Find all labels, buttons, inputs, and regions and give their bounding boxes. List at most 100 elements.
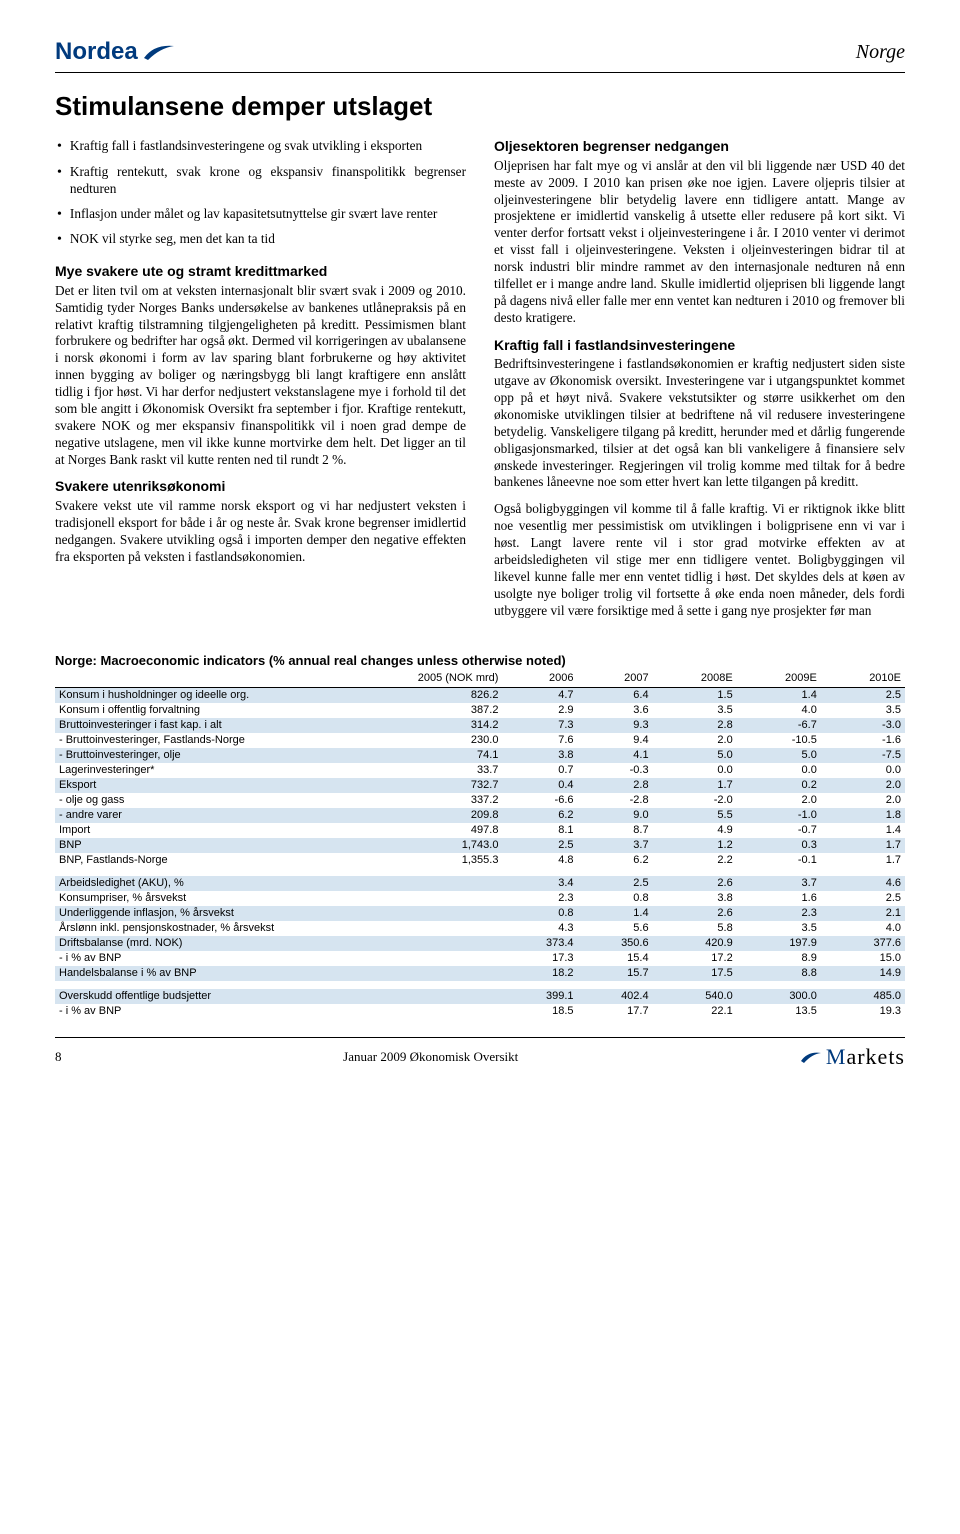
table-cell: 18.2 (502, 966, 577, 981)
footer-right: Markets (800, 1044, 905, 1070)
table-cell: -0.1 (737, 853, 821, 868)
table-cell: 5.6 (578, 921, 653, 936)
page: Nordea Norge Stimulansene demper utslage… (0, 0, 960, 1100)
bullet-item: Inflasjon under målet og lav kapasitetsu… (55, 206, 466, 224)
body-columns: Kraftig fall i fastlandsinvesteringene o… (55, 138, 905, 629)
table-cell: 732.7 (315, 778, 502, 793)
table-cell: 540.0 (653, 989, 737, 1004)
table-cell: 2.8 (653, 718, 737, 733)
table-cell: 399.1 (502, 989, 577, 1004)
table-cell (315, 921, 502, 936)
table-cell: Import (55, 823, 315, 838)
table-cell: 0.8 (502, 906, 577, 921)
table-cell: 17.7 (578, 1004, 653, 1019)
table-cell: 4.7 (502, 687, 577, 703)
table-cell: 1.7 (653, 778, 737, 793)
table-cell: 5.5 (653, 808, 737, 823)
logo-text: Nordea (55, 38, 138, 66)
table-cell: 2.0 (821, 793, 905, 808)
table-row: - Bruttoinvesteringer, olje74.13.84.15.0… (55, 748, 905, 763)
table-row: Konsumpriser, % årsvekst2.30.83.81.62.5 (55, 891, 905, 906)
table-cell: Underliggende inflasjon, % årsvekst (55, 906, 315, 921)
page-footer: 8 Januar 2009 Økonomisk Oversikt Markets (55, 1037, 905, 1070)
table-row: Overskudd offentlige budsjetter 399.1402.… (55, 989, 905, 1004)
table-cell: 3.5 (821, 703, 905, 718)
logo-swoosh-icon (142, 42, 176, 62)
table-cell: 74.1 (315, 748, 502, 763)
table-row: Import497.88.18.74.9-0.71.4 (55, 823, 905, 838)
table-cell: Konsumpriser, % årsvekst (55, 891, 315, 906)
bullet-item: Kraftig fall i fastlandsinvesteringene o… (55, 138, 466, 156)
table-row: Årslønn inkl. pensjonskostnader, % årsve… (55, 921, 905, 936)
table-cell: 1,355.3 (315, 853, 502, 868)
table-cell: 2.1 (821, 906, 905, 921)
table-cell: 337.2 (315, 793, 502, 808)
right-column: Oljesektoren begrenser nedgangen Oljepri… (494, 138, 905, 629)
table-cell: 1.4 (821, 823, 905, 838)
table-cell: 2.5 (578, 876, 653, 891)
table-row: Eksport732.70.42.81.70.22.0 (55, 778, 905, 793)
table-cell: 6.2 (502, 808, 577, 823)
table-cell: -3.0 (821, 718, 905, 733)
table-cell: 2.5 (821, 687, 905, 703)
table-cell: 2.8 (578, 778, 653, 793)
table-cell: 350.6 (578, 936, 653, 951)
macro-indicators-table: 2005 (NOK mrd) 2006 2007 2008E 2009E 201… (55, 670, 905, 1019)
table-cell: 8.8 (737, 966, 821, 981)
table-cell (315, 1004, 502, 1019)
table-cell (315, 906, 502, 921)
paragraph: Oljeprisen har falt mye og vi anslår at … (494, 158, 905, 327)
table-cell: - i % av BNP (55, 951, 315, 966)
table-cell: 1.7 (821, 838, 905, 853)
table-cell: 0.2 (737, 778, 821, 793)
table-cell (315, 966, 502, 981)
table-cell: -1.0 (737, 808, 821, 823)
table-cell: -1.6 (821, 733, 905, 748)
section-heading: Kraftig fall i fastlandsinvesteringene (494, 337, 905, 355)
col-header: 2008E (653, 670, 737, 687)
table-cell (315, 876, 502, 891)
table-cell: -10.5 (737, 733, 821, 748)
table-cell: 1.5 (653, 687, 737, 703)
table-title: Norge: Macroeconomic indicators (% annua… (55, 653, 905, 668)
table-row: Konsum i husholdninger og ideelle org.82… (55, 687, 905, 703)
bullet-item: Kraftig rentekutt, svak krone og ekspans… (55, 164, 466, 198)
table-cell: - andre varer (55, 808, 315, 823)
table-cell: 387.2 (315, 703, 502, 718)
table-cell: 1.2 (653, 838, 737, 853)
table-row: Konsum i offentlig forvaltning387.22.93.… (55, 703, 905, 718)
table-cell: 3.7 (737, 876, 821, 891)
table-cell: 6.2 (578, 853, 653, 868)
markets-logo: Markets (826, 1044, 905, 1070)
table-cell: 4.3 (502, 921, 577, 936)
table-cell: Konsum i husholdninger og ideelle org. (55, 687, 315, 703)
table-row: Driftsbalanse (mrd. NOK)373.4350.6420.91… (55, 936, 905, 951)
table-cell: 9.4 (578, 733, 653, 748)
table-cell: 3.8 (502, 748, 577, 763)
table-cell: 1.8 (821, 808, 905, 823)
table-cell: 5.8 (653, 921, 737, 936)
table-cell: 2.0 (653, 733, 737, 748)
table-cell: 420.9 (653, 936, 737, 951)
table-row: - olje og gass337.2-6.6-2.8-2.02.02.0 (55, 793, 905, 808)
table-cell: 209.8 (315, 808, 502, 823)
table-cell: 197.9 (737, 936, 821, 951)
table-cell (315, 951, 502, 966)
table-cell: -0.7 (737, 823, 821, 838)
table-cell: 2.6 (653, 906, 737, 921)
table-cell: 13.5 (737, 1004, 821, 1019)
table-cell: 0.0 (821, 763, 905, 778)
section-heading: Svakere utenriksøkonomi (55, 478, 466, 496)
table-row: Bruttoinvesteringer i fast kap. i alt314… (55, 718, 905, 733)
table-cell: 8.7 (578, 823, 653, 838)
table-cell: 3.4 (502, 876, 577, 891)
table-cell: Årslønn inkl. pensjonskostnader, % årsve… (55, 921, 315, 936)
table-cell: 4.8 (502, 853, 577, 868)
table-cell: 3.5 (737, 921, 821, 936)
table-cell: 7.6 (502, 733, 577, 748)
table-cell: 2.0 (821, 778, 905, 793)
table-header: 2005 (NOK mrd) 2006 2007 2008E 2009E 201… (55, 670, 905, 687)
table-cell: 402.4 (578, 989, 653, 1004)
table-cell: Overskudd offentlige budsjetter (55, 989, 315, 1004)
paragraph: Bedriftsinvesteringene i fastlandsøkonom… (494, 356, 905, 491)
